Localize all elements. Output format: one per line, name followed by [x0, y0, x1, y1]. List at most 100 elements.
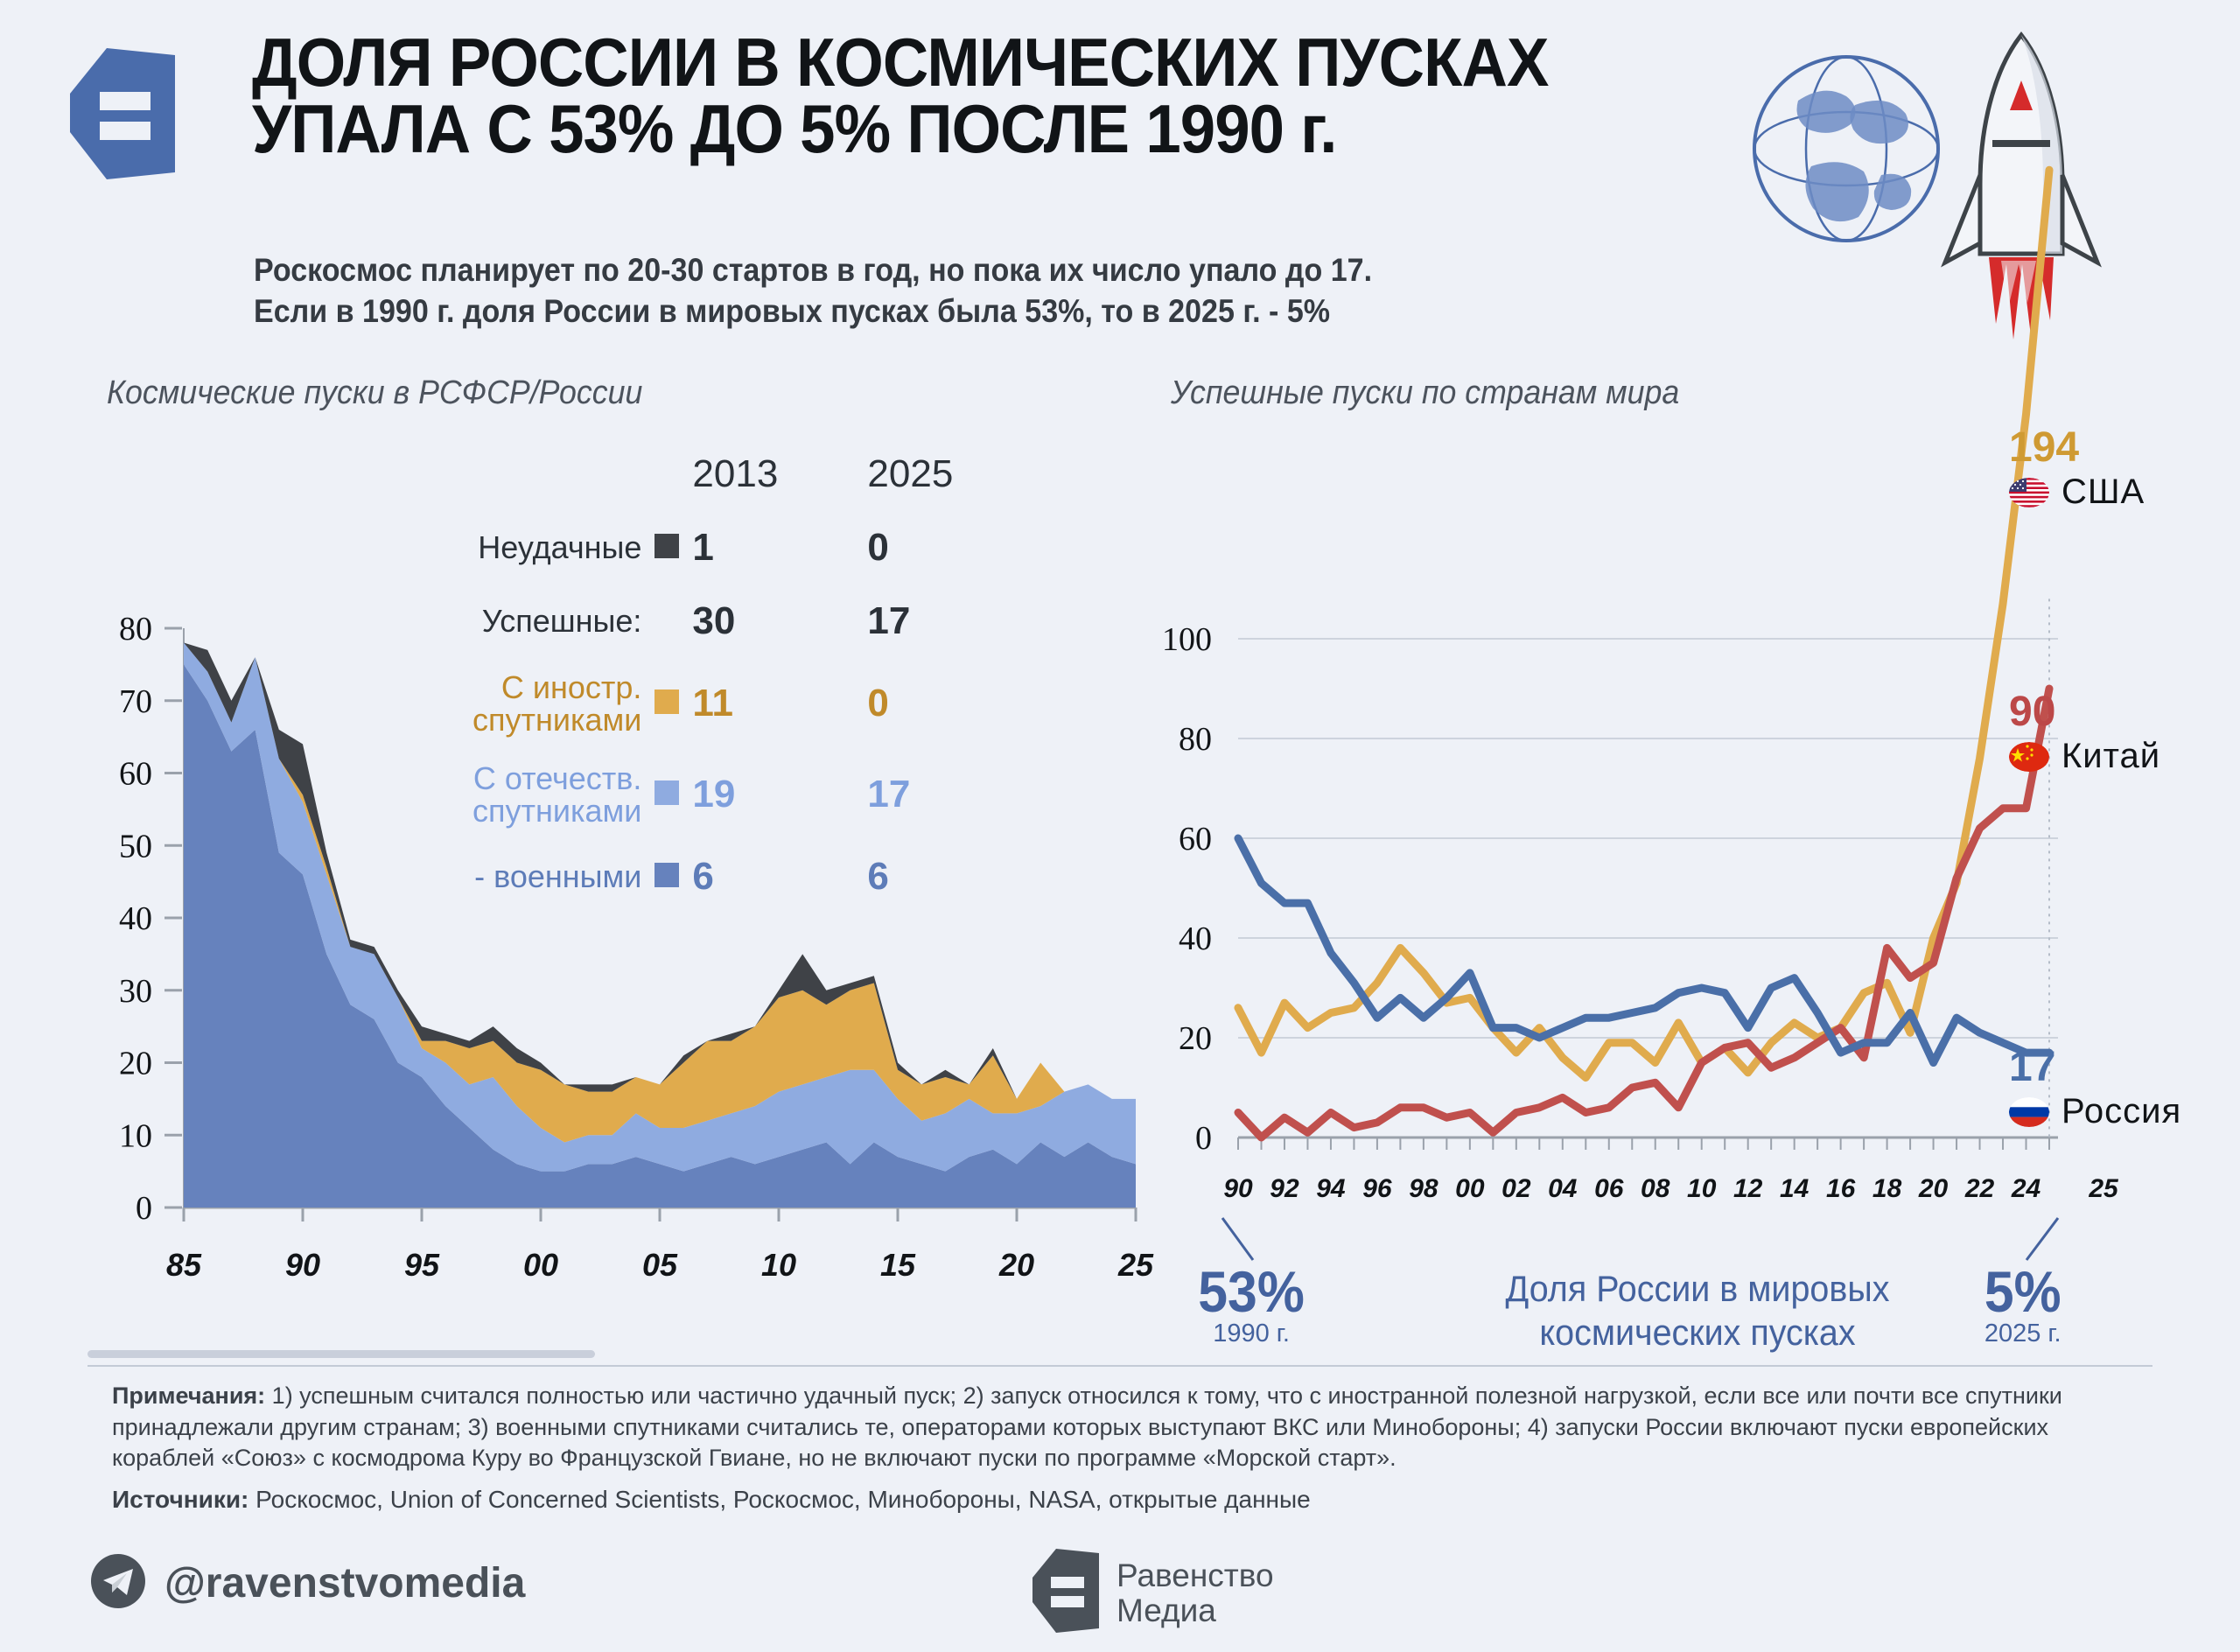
svg-text:100: 100	[1162, 621, 1212, 658]
notes-text: 1) успешным считался полностью или части…	[112, 1382, 2062, 1472]
subtitle-line-2: Если в 1990 г. доля России в мировых пус…	[254, 293, 1331, 330]
svg-text:60: 60	[1179, 821, 1212, 858]
world-launches-line-chart: 0 20 40 60 80 100 90 92 94 96 98 00 02 04 06 08 10 12 14 16…	[1129, 165, 2188, 1225]
subtitle-line-1: Роскосмос планирует по 20-30 стартов в г…	[254, 252, 1373, 288]
usa-flag-icon	[2009, 477, 2049, 508]
legend-failed-2025: 0	[867, 526, 889, 569]
legend-label-successful: Успешные:	[481, 603, 642, 640]
equals-diamond-logo	[1032, 1549, 1099, 1637]
svg-text:40: 40	[1179, 920, 1212, 957]
sources-text: Роскосмос, Union of Concerned Scientists…	[248, 1486, 1311, 1513]
share-caption-line-2: космических пусках	[1539, 1311, 1856, 1353]
svg-text:15: 15	[880, 1247, 916, 1283]
page-subtitle: Роскосмос планирует по 20-30 стартов в г…	[254, 249, 1670, 332]
share-1990-value: 53%	[1198, 1259, 1305, 1324]
legend-failed-2013: 1	[692, 526, 714, 569]
legend-military-2013: 6	[692, 855, 714, 898]
title-line-1: ДОЛЯ РОССИИ В КОСМИЧЕСКИХ ПУСКАХ	[252, 24, 1549, 101]
footer-divider	[88, 1365, 2152, 1367]
rocket-and-globe-illustration	[1741, 26, 2109, 368]
legend-col-2013: 2013	[692, 452, 779, 495]
legend-header-row: 2013 2025	[472, 438, 1042, 511]
telegram-link[interactable]: @ravenstvomedia	[91, 1554, 525, 1613]
svg-text:00: 00	[1455, 1174, 1485, 1203]
svg-text:20: 20	[998, 1247, 1034, 1283]
svg-text:06: 06	[1594, 1174, 1624, 1203]
china-value: 90	[2009, 689, 2056, 735]
telegram-handle: @ravenstvomedia	[164, 1560, 526, 1606]
legend-row-domestic-sat: С отечеств. спутниками 19 17	[472, 749, 1042, 840]
equals-diamond-logo	[70, 48, 175, 179]
svg-text:25: 25	[1117, 1247, 1154, 1283]
svg-text:90: 90	[285, 1247, 320, 1283]
sources-block: Источники: Роскосмос, Union of Concerned…	[112, 1486, 2151, 1514]
legend-row-failed: Неудачные 1 0	[472, 511, 1042, 584]
usa-name: США	[2062, 472, 2146, 511]
brand-line-2: Медиа	[1116, 1592, 1216, 1628]
share-2025-value: 5%	[1984, 1259, 2062, 1324]
legend-label-military: - военными	[474, 858, 642, 895]
left-chart-caption: Космические пуски в РСФСР/России	[107, 374, 643, 411]
svg-text:24: 24	[2011, 1174, 2041, 1203]
legend-domestic-2025: 17	[867, 773, 911, 816]
svg-text:85: 85	[166, 1247, 202, 1283]
legend-row-successful: Успешные: 30 17	[472, 584, 1042, 658]
sources-label: Источники:	[112, 1486, 249, 1513]
svg-text:40: 40	[119, 900, 152, 937]
legend-swatch-military	[654, 862, 680, 887]
legend-col-2025: 2025	[867, 452, 954, 495]
legend-row-military: - военными 6 6	[472, 840, 1042, 914]
brand-name: Равенство Медиа	[1116, 1558, 1274, 1628]
svg-text:00: 00	[523, 1247, 558, 1283]
brand-line-1: Равенство	[1116, 1557, 1274, 1593]
svg-text:90: 90	[1223, 1174, 1253, 1203]
share-2025-annotation: 5% 2025 г.	[1981, 1263, 2064, 1348]
share-2025-year: 2025 г.	[1984, 1320, 2062, 1348]
country-label-china: 90 Китай	[2009, 691, 2160, 776]
svg-text:20: 20	[119, 1046, 152, 1082]
russia-flag-icon	[2009, 1096, 2049, 1127]
svg-text:20: 20	[1918, 1174, 1949, 1203]
legend-successful-2013: 30	[692, 599, 736, 642]
svg-text:02: 02	[1502, 1174, 1531, 1203]
legend-swatch-failed	[654, 533, 680, 558]
page-title: ДОЛЯ РОССИИ В КОСМИЧЕСКИХ ПУСКАХ УПАЛА С…	[252, 28, 1733, 167]
svg-text:08: 08	[1641, 1174, 1670, 1203]
legend-military-2025: 6	[867, 855, 889, 898]
legend-swatch-foreign-sat	[654, 689, 680, 714]
svg-text:16: 16	[1826, 1174, 1856, 1203]
legend-domestic-2013: 19	[692, 773, 736, 816]
svg-text:30: 30	[119, 973, 152, 1010]
share-caption-line-1: Доля России в мировых	[1505, 1268, 1890, 1309]
notes-block: Примечания: 1) успешным считался полност…	[112, 1381, 2151, 1474]
svg-text:18: 18	[1872, 1174, 1902, 1203]
legend-label-foreign-sat: С иностр. спутниками	[472, 668, 642, 738]
share-caption: Доля России в мировых космических пусках	[1451, 1267, 1944, 1354]
country-label-usa: 194	[2009, 427, 2145, 512]
svg-text:70: 70	[119, 683, 152, 720]
share-1990-annotation: 53% 1990 г.	[1194, 1263, 1309, 1348]
svg-text:22: 22	[1964, 1174, 1995, 1203]
svg-text:95: 95	[404, 1247, 440, 1283]
svg-text:96: 96	[1362, 1174, 1392, 1203]
svg-text:0: 0	[136, 1190, 152, 1227]
russia-launches-area-chart: 0 10 20 30 40 50 60 70 80 85 90 95 00 05 10 15 20 25	[52, 611, 1154, 1295]
launch-legend-table: 2013 2025 Неудачные 1 0 Успешные: 30 17 …	[472, 438, 1042, 914]
svg-text:10: 10	[761, 1247, 796, 1283]
svg-text:0: 0	[1195, 1120, 1212, 1157]
svg-text:14: 14	[1780, 1174, 1810, 1203]
svg-text:50: 50	[119, 828, 152, 864]
title-line-2: УПАЛА С 53% ДО 5% ПОСЛЕ 1990 г.	[252, 89, 1337, 167]
legend-successful-2025: 17	[867, 599, 911, 642]
svg-text:05: 05	[642, 1247, 678, 1283]
telegram-icon	[91, 1554, 145, 1613]
right-chart-caption: Успешные пуски по странам мира	[1171, 374, 1680, 411]
scroll-rule	[88, 1350, 595, 1358]
svg-text:25: 25	[2088, 1174, 2119, 1203]
svg-text:04: 04	[1548, 1174, 1578, 1203]
russia-name: Россия	[2062, 1092, 2182, 1130]
svg-text:10: 10	[1687, 1174, 1717, 1203]
china-flag-icon	[2009, 741, 2049, 772]
svg-text:80: 80	[119, 611, 152, 648]
